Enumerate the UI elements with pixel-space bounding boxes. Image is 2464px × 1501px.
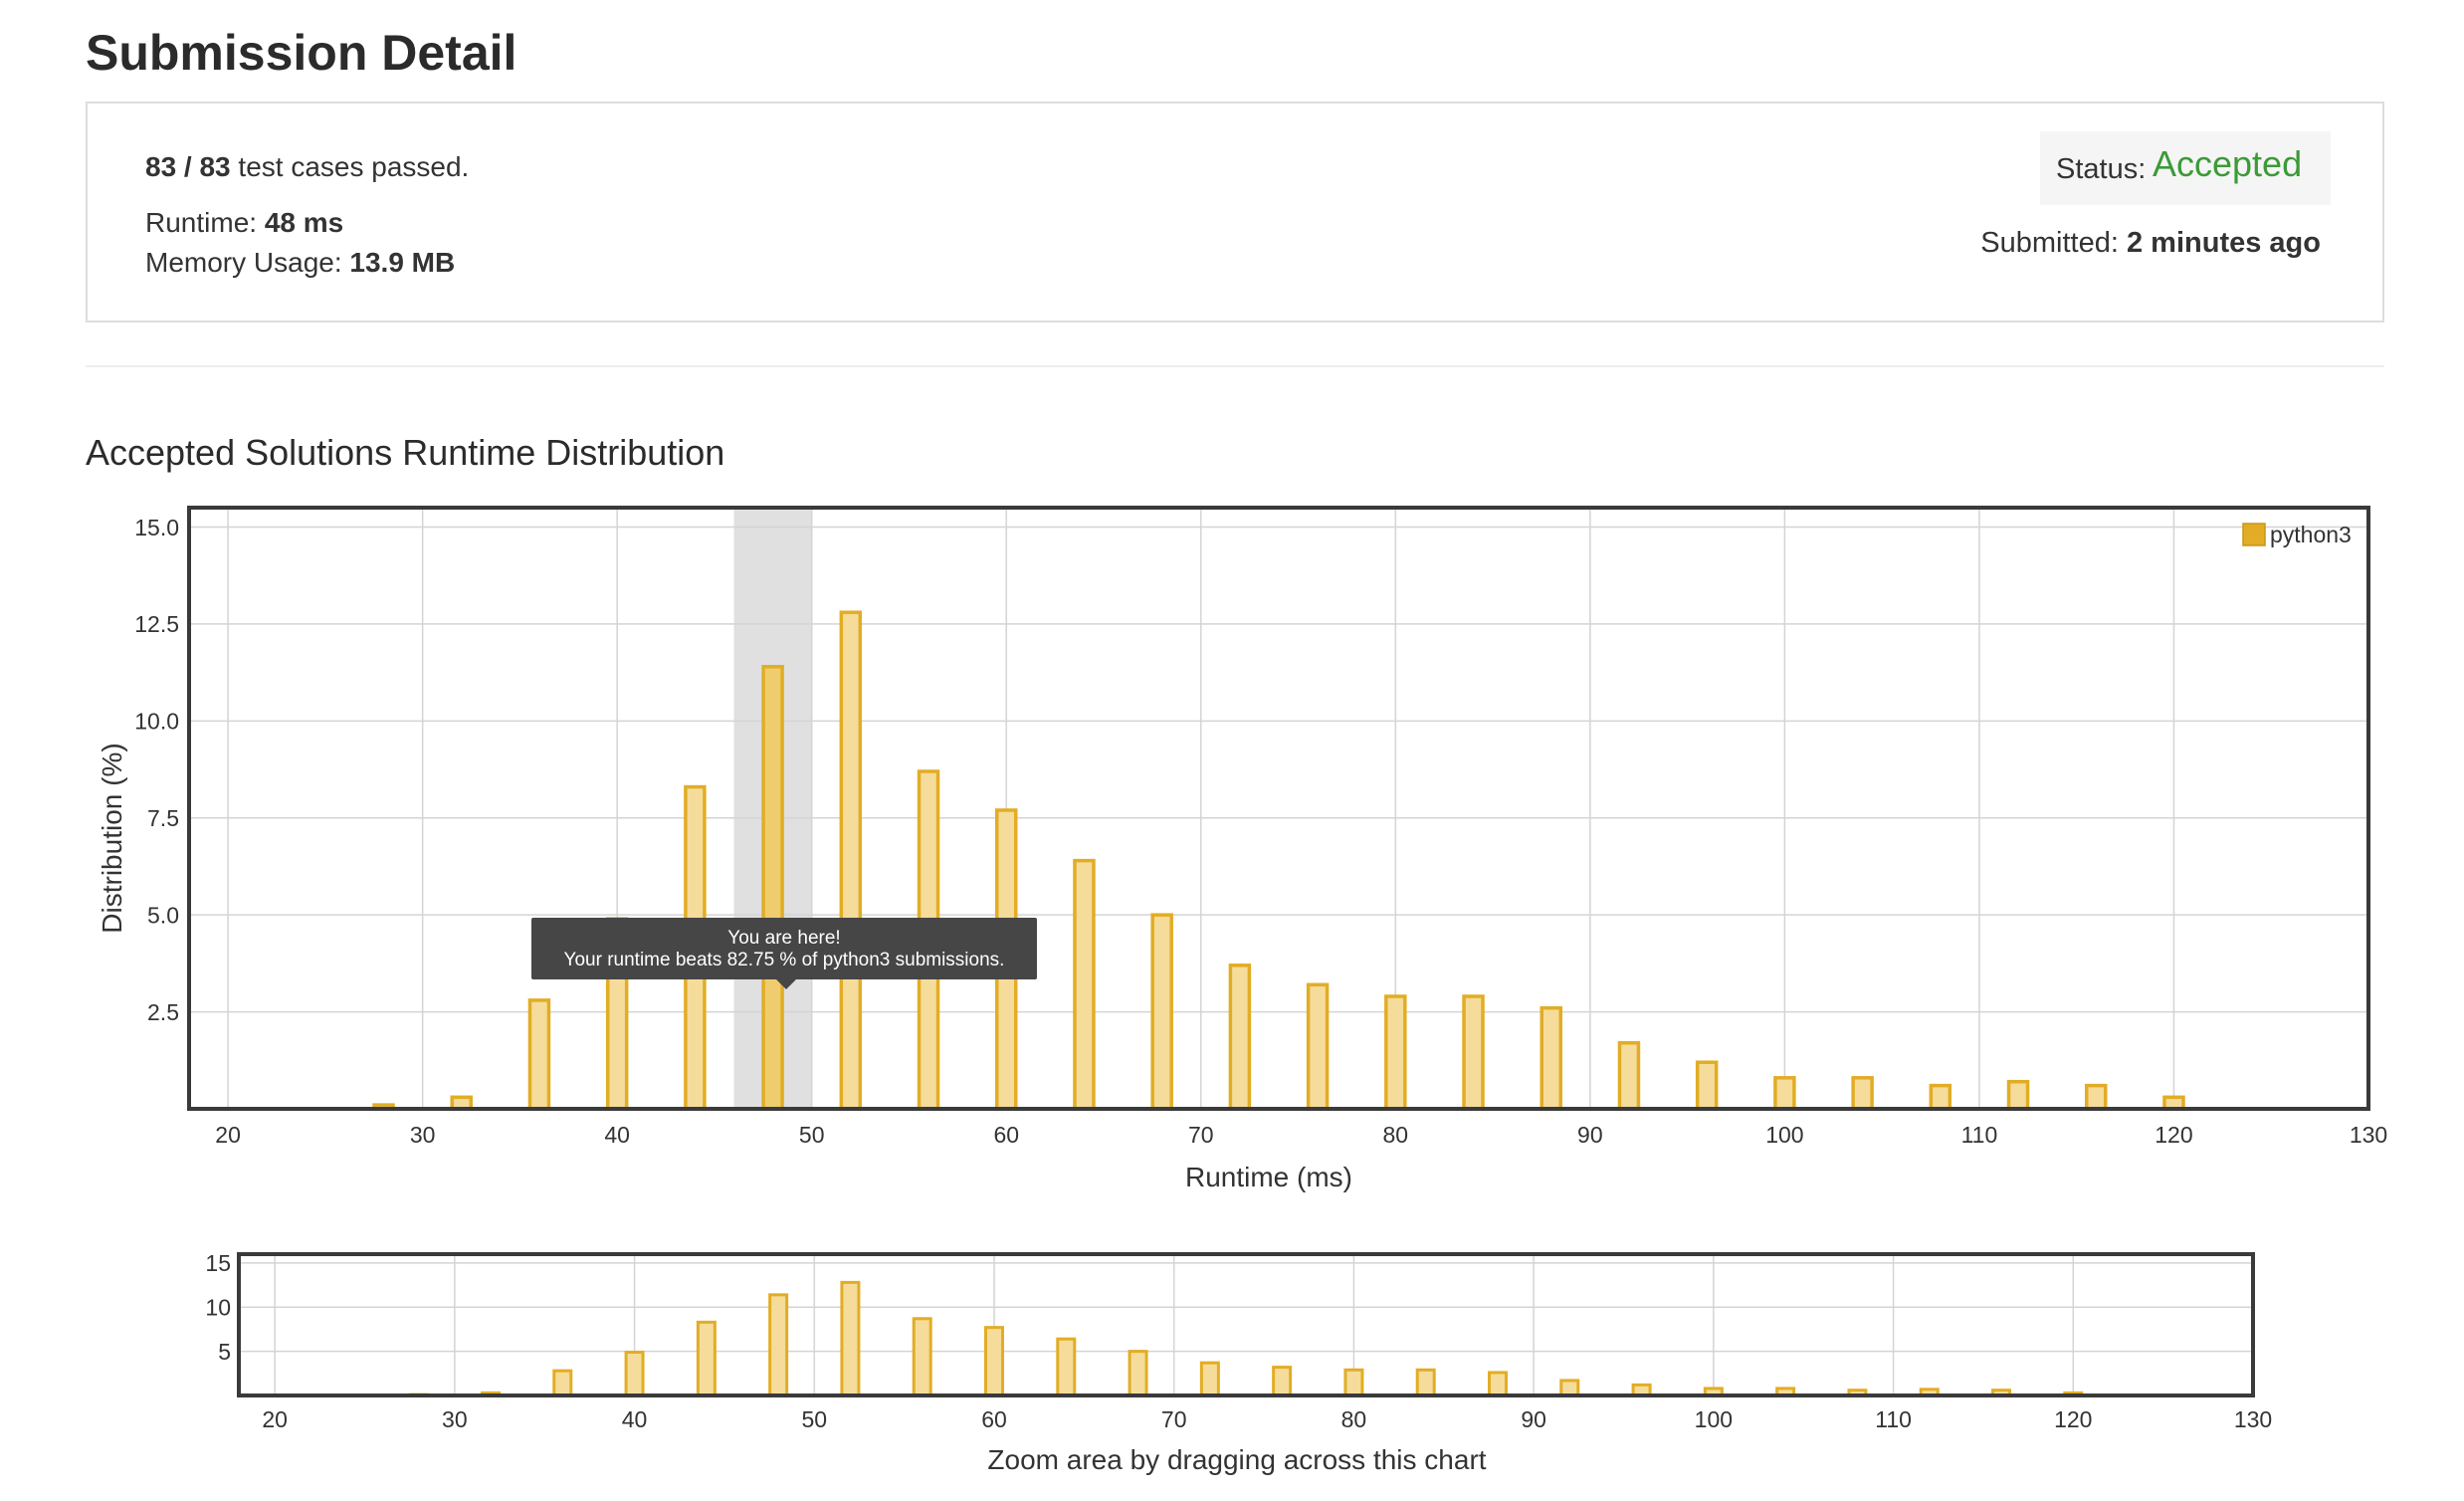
zoom-chart-x-tick-label: 100 [1695,1406,1733,1432]
zoom-chart-x-tick-label: 130 [2234,1406,2272,1432]
main-chart-x-tick-label: 70 [1188,1122,1214,1148]
zoom-chart-y-tick-label: 5 [218,1339,231,1365]
main-chart-y-tick-label: 12.5 [134,611,179,637]
test-cases-suffix: test cases passed. [238,151,470,182]
main-chart-bar[interactable] [1228,964,1252,1111]
zoom-chart-frame [237,1252,2255,1397]
memory-label: Memory Usage: [145,247,342,278]
submission-summary-panel: 83 / 83 test cases passed. Runtime: 48 m… [86,102,2384,322]
zoom-chart-x-tick-label: 70 [1161,1406,1187,1432]
main-chart-y-tick-label: 15.0 [134,515,179,540]
zoom-chart-x-tick-label: 60 [981,1406,1007,1432]
main-chart-x-tick-label: 110 [1961,1122,1998,1148]
main-chart-x-tick-label: 130 [2350,1122,2387,1148]
main-chart-x-tick-label: 60 [993,1122,1019,1148]
legend-label-python3[interactable]: python3 [2270,522,2352,547]
zoom-chart-bar[interactable] [1343,1368,1364,1397]
main-chart-bar[interactable] [1773,1076,1796,1111]
main-chart-x-axis-title: Runtime (ms) [1185,1162,1352,1192]
zoom-chart-x-tick-label: 50 [801,1406,827,1432]
main-chart-bar[interactable] [1540,1005,1562,1111]
main-chart-bar[interactable] [1306,982,1330,1111]
zoom-chart-x-tick-label: 30 [442,1406,468,1432]
main-chart-bar[interactable] [839,610,863,1111]
main-chart-x-tick-label: 20 [215,1122,241,1148]
submitted-info: Submitted: 2 minutes ago [1980,227,2321,260]
zoom-chart-y-tick-label: 15 [205,1250,231,1276]
zoom-chart-bar[interactable] [1199,1361,1220,1397]
main-chart-x-tick-label: 30 [410,1122,436,1148]
zoom-chart-bar[interactable] [624,1351,645,1397]
legend-swatch [2242,523,2266,546]
main-chart-bar[interactable] [2085,1083,2108,1111]
distribution-section-title: Accepted Solutions Runtime Distribution [86,432,725,473]
status-box: Status: Accepted [2040,131,2331,205]
zoom-chart-x-tick-label: 110 [1875,1406,1912,1432]
page-title: Submission Detail [86,25,517,81]
zoom-chart-bar[interactable] [1272,1366,1293,1397]
main-chart-bar[interactable] [1384,994,1407,1111]
test-cases-summary: 83 / 83 test cases passed. [145,151,469,183]
tooltip-line-2: Your runtime beats 82.75 % of python3 su… [564,950,1005,970]
zoom-chart-x-tick-label: 40 [622,1406,648,1432]
zoom-chart-bar[interactable] [1128,1350,1148,1397]
main-chart-bar[interactable] [1617,1041,1641,1111]
zoom-hint-label: Zoom area by dragging across this chart [987,1444,1486,1475]
main-chart-x-tick-label: 40 [604,1122,630,1148]
memory-summary: Memory Usage: 13.9 MB [145,247,455,279]
zoom-chart-bar[interactable] [552,1369,573,1397]
submitted-label: Submitted: [1980,227,2119,259]
runtime-tooltip [531,918,1037,979]
main-chart-x-tick-label: 100 [1765,1122,1803,1148]
zoom-chart-x-tick-label: 80 [1341,1406,1367,1432]
zoom-chart-x-tick-label: 90 [1521,1406,1546,1432]
runtime-value: 48 ms [264,207,344,238]
main-chart-frame [187,506,2370,1111]
zoom-chart-bar[interactable] [1559,1379,1580,1397]
status-accepted-link[interactable]: Accepted [2153,143,2303,184]
tooltip-pointer [776,979,796,989]
zoom-chart-bar[interactable] [768,1293,789,1397]
main-chart-bar[interactable] [1695,1060,1719,1111]
zoom-chart-plot-area[interactable] [239,1254,2253,1395]
main-chart-y-tick-label: 7.5 [147,805,179,831]
zoom-chart-bar[interactable] [912,1317,932,1397]
runtime-label: Runtime: [145,207,258,238]
memory-value: 13.9 MB [349,247,456,278]
submitted-time: 2 minutes ago [2127,227,2321,259]
main-chart-bar[interactable] [1929,1083,1952,1111]
section-divider [86,365,2384,367]
main-chart-y-tick-label: 2.5 [147,999,179,1025]
zoom-chart-x-tick-label: 20 [262,1406,288,1432]
zoom-chart-y-tick-label: 10 [205,1295,231,1321]
tooltip-line-1: You are here! [727,928,840,949]
main-chart-bar[interactable] [1150,913,1173,1111]
zoom-chart-bar[interactable] [696,1320,717,1397]
zoom-chart-bar[interactable] [1488,1371,1508,1397]
zoom-chart-x-tick-label: 120 [2054,1406,2092,1432]
zoom-chart-bar[interactable] [984,1326,1004,1397]
main-chart-x-tick-label: 90 [1577,1122,1603,1148]
main-chart-x-tick-label: 80 [1383,1122,1409,1148]
main-chart-bar[interactable] [761,665,784,1111]
test-cases-count: 83 / 83 [145,151,231,182]
main-chart-x-tick-label: 50 [799,1122,825,1148]
zoom-chart-bar[interactable] [840,1280,861,1397]
status-label: Status: [2056,153,2147,185]
main-chart-bar[interactable] [1073,858,1096,1111]
zoom-chart-bar[interactable] [1415,1368,1436,1397]
main-chart-y-tick-label: 10.0 [134,709,179,735]
main-chart-bar[interactable] [1462,994,1485,1111]
main-chart-bar[interactable] [2006,1079,2030,1111]
main-chart-bar[interactable] [1851,1076,1874,1111]
main-chart-bar[interactable] [527,998,551,1111]
runtime-summary: Runtime: 48 ms [145,207,343,239]
zoom-chart-bar[interactable] [1056,1337,1077,1397]
main-chart-plot-area[interactable] [189,508,2368,1109]
main-chart-y-axis-title: Distribution (%) [97,743,127,933]
main-chart-y-tick-label: 5.0 [147,902,179,928]
main-chart-x-tick-label: 120 [2155,1122,2192,1148]
